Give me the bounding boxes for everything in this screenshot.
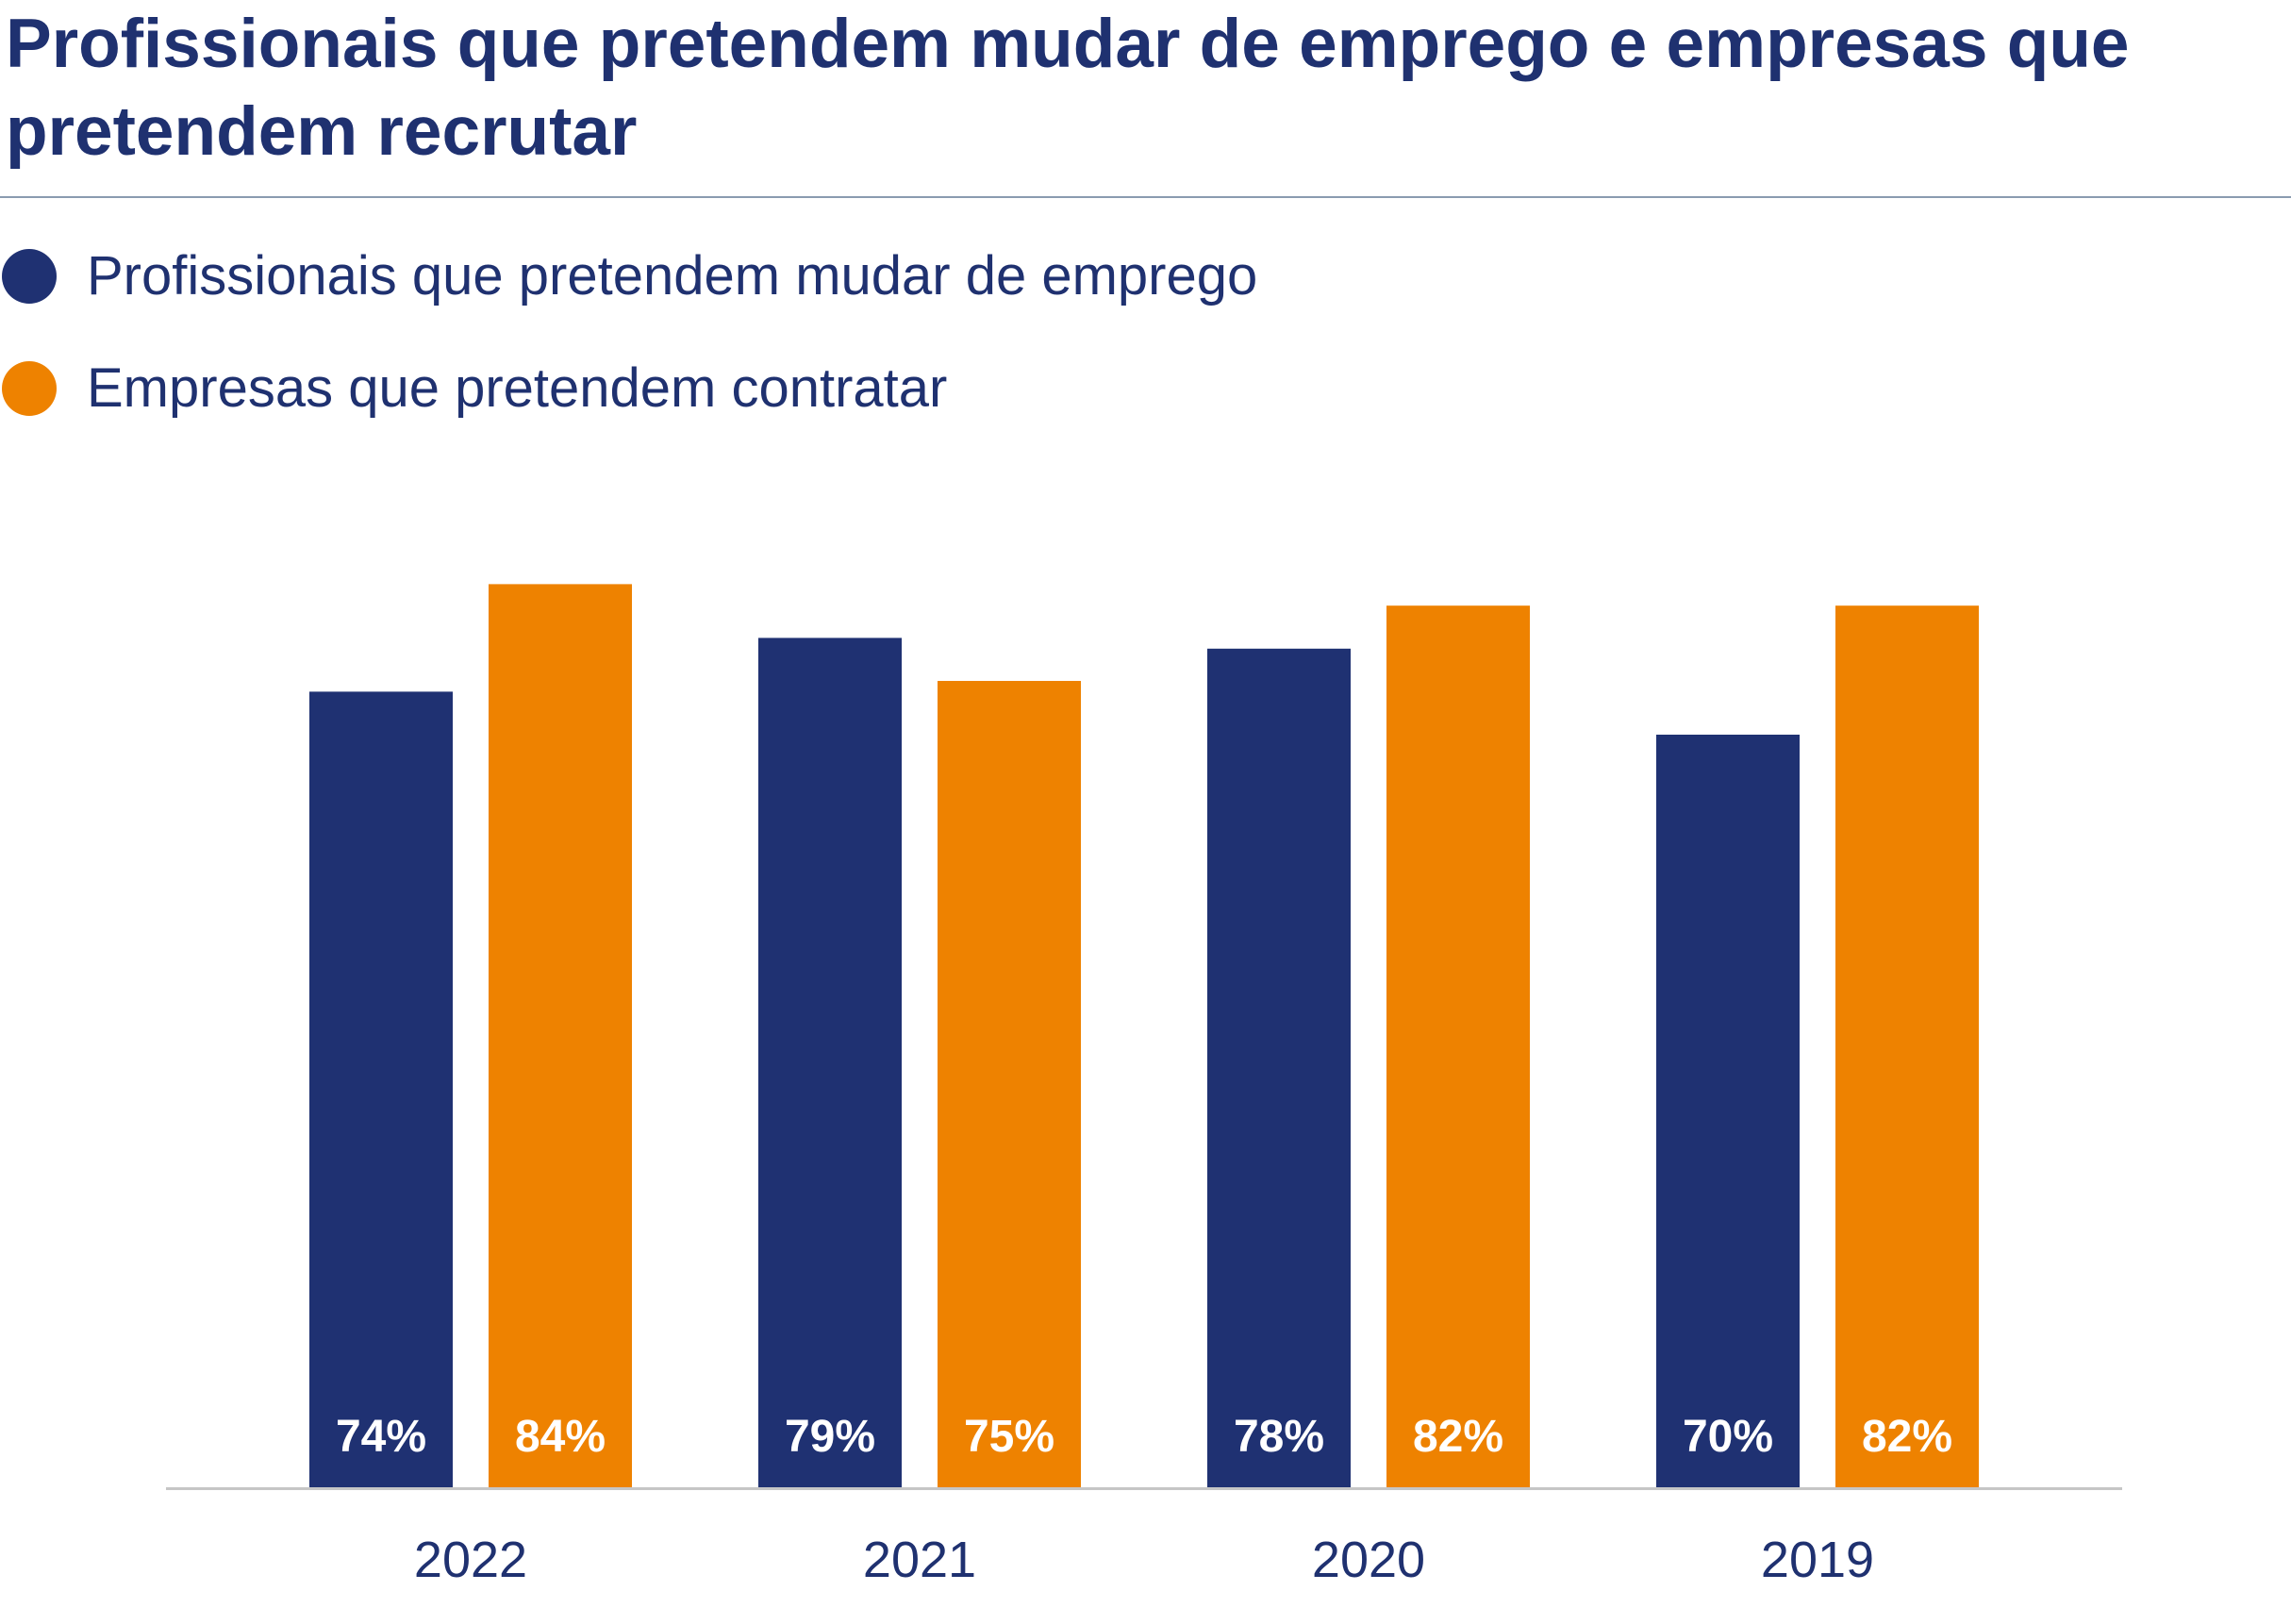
x-tick-label-2020: 2020 [1312,1532,1425,1588]
x-tick-label-2021: 2021 [863,1532,976,1588]
bar-companies-2019 [1835,605,1979,1487]
bar-companies-2022 [489,584,632,1487]
data-label-professionals-2019: 70% [1683,1412,1773,1462]
legend-label-companies: Empresas que pretendem contratar [87,357,948,419]
chart-title: Profissionais que pretendem mudar de emp… [6,6,2130,170]
bar-professionals-2022 [309,691,453,1487]
x-tick-label-2022: 2022 [414,1532,527,1588]
data-label-companies-2022: 84% [515,1412,606,1462]
title-divider [0,196,2291,198]
data-label-companies-2021: 75% [964,1412,1054,1462]
legend-swatch-companies [2,361,57,416]
bar-professionals-2020 [1207,648,1351,1487]
bar-professionals-2019 [1656,735,1800,1487]
bar-companies-2021 [938,681,1081,1487]
legend-label-professionals: Profissionais que pretendem mudar de emp… [87,245,1258,307]
data-label-professionals-2022: 74% [336,1412,426,1462]
legend-swatch-professionals [2,249,57,304]
bar-companies-2020 [1386,605,1530,1487]
data-label-professionals-2020: 78% [1234,1412,1324,1462]
data-label-companies-2020: 82% [1413,1412,1503,1462]
data-label-companies-2019: 82% [1862,1412,1952,1462]
bar-professionals-2021 [758,638,902,1487]
data-label-professionals-2021: 79% [785,1412,875,1462]
x-tick-label-2019: 2019 [1761,1532,1874,1588]
